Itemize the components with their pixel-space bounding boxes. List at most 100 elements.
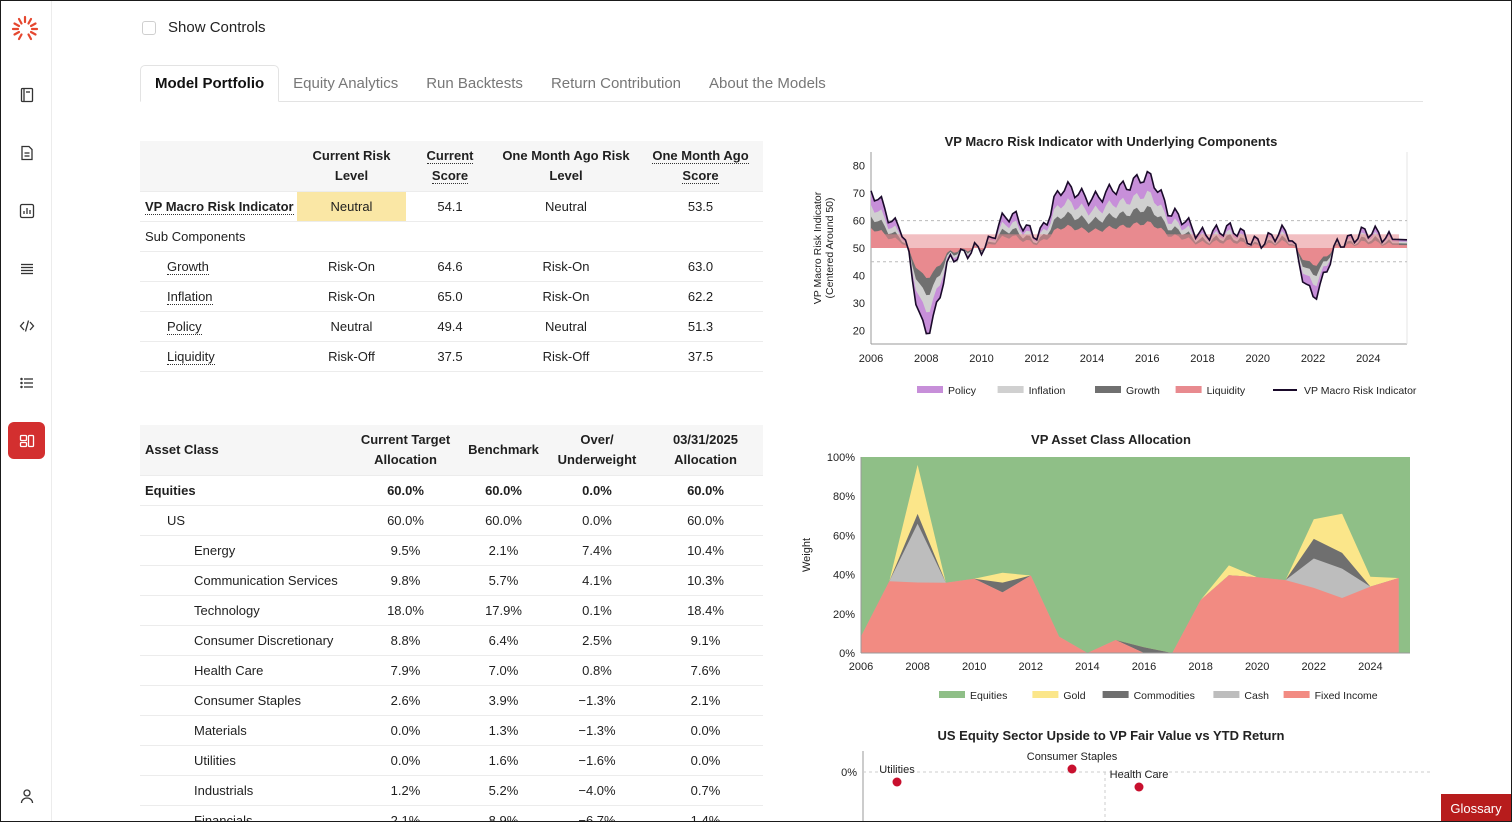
table-row: Equities 60.0% 60.0% 0.0% 60.0% [140,475,763,506]
nav-bullet-list-button[interactable] [8,364,45,401]
benchmark-cell: 17.9% [461,595,546,626]
table-row: Consumer Discretionary 8.8% 6.4% 2.5% 9.1% [140,625,763,656]
show-controls-label: Show Controls [168,19,266,36]
nav-dashboard-button[interactable] [8,422,45,459]
table-header-row: Current Risk Level Current Score One Mon… [140,141,763,192]
tab-model-portfolio[interactable]: Model Portfolio [140,65,280,102]
tab-equity-analytics[interactable]: Equity Analytics [293,75,399,92]
nav-user-button[interactable] [8,777,45,814]
target-cell: 0.0% [350,745,461,776]
legend-swatch [1095,386,1121,393]
show-controls-toggle[interactable]: Show Controls [142,19,266,36]
fixed-income-area [861,575,1399,653]
y-tick-label: 100% [827,452,855,464]
book-icon [20,87,33,102]
prev-level-cell: Risk-On [494,281,638,312]
legend-label: Fixed Income [1315,690,1378,702]
bullet-list-icon [19,377,33,388]
chart2-title: VP Asset Class Allocation [1031,432,1191,447]
macro-risk-chart: 20 30 40 50 60 70 80 2006 2008 2010 2012 2014 2016 20… [812,152,1417,397]
y-tick-label: 80% [833,491,855,503]
table-row: US 60.0% 60.0% 0.0% 60.0% [140,505,763,536]
risk-name-cell: Liquidity [140,341,297,372]
y-tick-label: 0% [839,648,855,660]
risk-indicator-table: Current Risk Level Current Score One Mon… [140,141,763,372]
target-cell: 9.8% [350,565,461,596]
show-controls-checkbox[interactable] [142,20,156,35]
risk-name-main[interactable]: VP Macro Risk Indicator [145,198,294,215]
scatter-point [892,777,902,787]
allocation-cell: 0.0% [648,745,763,776]
risk-name-policy[interactable]: Policy [167,318,202,335]
score-cell: 49.4 [406,311,494,342]
x-tick-label: 2020 [1245,661,1269,673]
x-tick-label: 2014 [1075,661,1099,673]
header-current-score-label[interactable]: Current Score [426,147,474,184]
tab-about-the-models[interactable]: About the Models [709,75,826,92]
legend-swatch [1102,691,1129,698]
asset-name-cell: Technology [140,595,350,626]
y-tick-label: 20 [853,325,865,337]
y-axis-label: Weight [801,538,813,572]
legend-swatch [1175,386,1202,393]
y-tick-label: 60% [833,530,855,542]
header-target-allocation: Current Target Allocation [350,425,461,476]
over-under-cell: −4.0% [546,775,648,806]
score-cell: 54.1 [406,191,494,222]
over-under-cell: −6.7% [546,805,648,821]
target-cell: 0.0% [350,715,461,746]
asset-name-cell: Industrials [140,775,350,806]
list-lines-icon [20,263,33,274]
header-month-ago-score-label[interactable]: One Month Ago Score [652,147,749,184]
y-tick-label: 60 [853,216,865,228]
nav-book-button[interactable] [8,76,45,113]
allocation-cell: 10.4% [648,535,763,566]
legend-swatch [917,386,943,393]
table-row: Industrials 1.2% 5.2% −4.0% 0.7% [140,775,763,806]
risk-name-growth[interactable]: Growth [167,258,209,275]
risk-name-inflation[interactable]: Inflation [167,288,213,305]
glossary-button[interactable]: Glossary [1441,794,1511,821]
header-month-ago-score: One Month Ago Score [638,141,763,192]
x-tick-label: 2014 [1080,353,1104,365]
x-tick-label: 2008 [914,353,938,365]
benchmark-cell: 1.6% [461,745,546,776]
asset-name-cell: US [140,505,350,536]
target-cell: 2.1% [350,805,461,821]
risk-level-cell: Neutral [297,191,406,222]
prev-score-cell: 37.5 [638,341,763,372]
legend-label: Growth [1126,385,1160,397]
tab-run-backtests[interactable]: Run Backtests [426,75,523,92]
nav-code-button[interactable] [8,307,45,344]
table-row: Policy Neutral 49.4 Neutral 51.3 [140,311,763,342]
table-row: Materials 0.0% 1.3% −1.3% 0.0% [140,715,763,746]
user-icon [20,788,33,803]
table-row: Growth Risk-On 64.6 Risk-On 63.0 [140,251,763,282]
legend-label: Inflation [1029,385,1066,397]
asset-name-cell: Equities [140,475,350,506]
document-icon [20,145,33,160]
x-tick-label: 2022 [1301,353,1325,365]
over-under-cell: 0.8% [546,655,648,686]
prev-score-cell: 63.0 [638,251,763,282]
target-cell: 7.9% [350,655,461,686]
legend-label: Equities [970,690,1007,702]
allocation-cell: 7.6% [648,655,763,686]
tab-return-contribution[interactable]: Return Contribution [550,75,682,92]
benchmark-cell: 60.0% [461,475,546,506]
legend-swatch [1283,691,1310,698]
nav-list-button[interactable] [8,250,45,287]
risk-level-cell: Risk-Off [297,341,406,372]
allocation-cell: 60.0% [648,475,763,506]
y-tick-label: 0% [841,767,857,779]
legend-label: Liquidity [1207,385,1246,397]
x-tick-label: 2006 [849,661,873,673]
nav-bar-chart-button[interactable] [8,192,45,229]
y-axis-label-sub: (Centered Around 50) [824,198,836,299]
risk-name-liquidity[interactable]: Liquidity [167,348,215,365]
prev-score-cell: 62.2 [638,281,763,312]
nav-document-button[interactable] [8,134,45,171]
benchmark-cell: 2.1% [461,535,546,566]
prev-score-cell: 51.3 [638,311,763,342]
